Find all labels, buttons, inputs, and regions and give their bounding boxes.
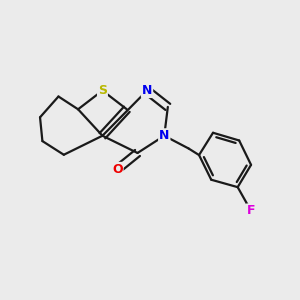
Text: O: O (112, 163, 123, 176)
Text: N: N (159, 129, 169, 142)
Text: F: F (247, 204, 255, 218)
Text: N: N (142, 84, 152, 97)
Text: S: S (98, 84, 107, 97)
